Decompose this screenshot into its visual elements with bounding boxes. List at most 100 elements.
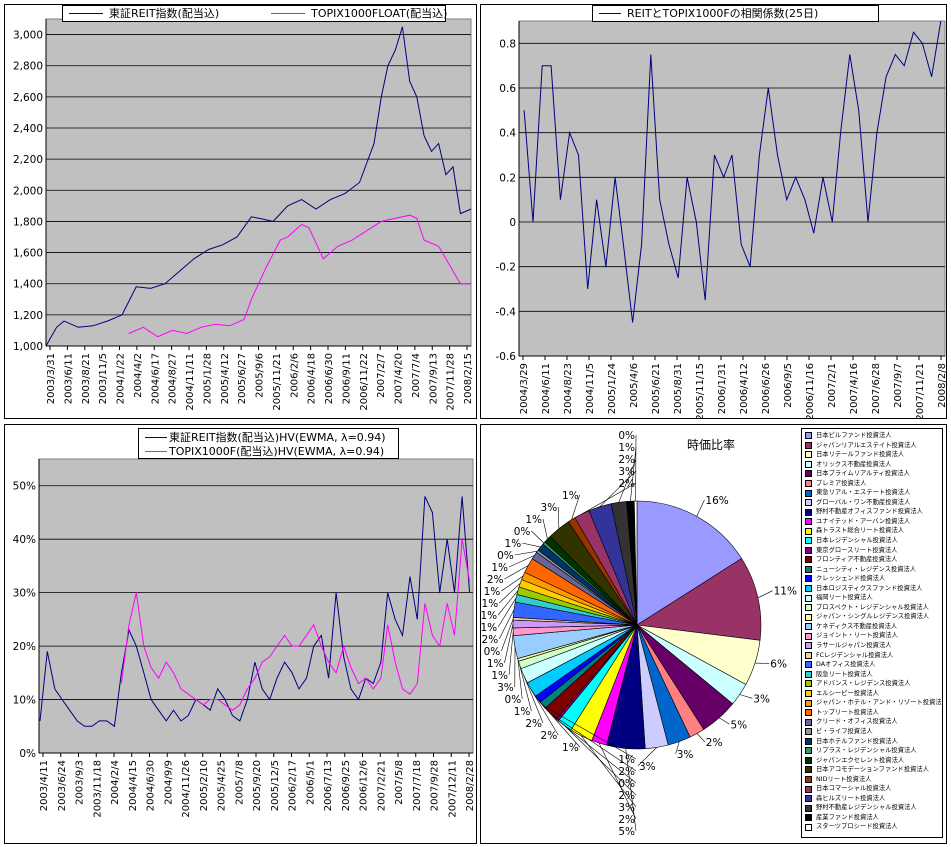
pie-value-label: 2% (618, 478, 635, 490)
legend-label: DAオフィス投資法人 (816, 661, 876, 669)
index-chart-legend: 東証REIT指数(配当込) TOPIX1000FLOAT(配当込) (62, 5, 447, 22)
legend-label: 福岡リート投資法人 (816, 594, 873, 602)
pie-legend-item: ジャパン・シングルレジデンス投資法人 (805, 612, 939, 622)
pie-value-label: 11% (774, 586, 797, 598)
pie-value-label: 2% (525, 718, 542, 730)
pie-value-label: 3% (497, 682, 514, 694)
x-tick-label: 2006/6/26 (761, 363, 772, 414)
pie-value-label: 16% (705, 495, 728, 507)
pie-legend-item: 森ヒルズリート投資法人 (805, 794, 939, 804)
y-tick-label: 1,600 (13, 248, 43, 260)
y-tick-label: 10% (13, 695, 36, 707)
legend-label: 日本リテールファンド投資法人 (816, 451, 905, 459)
pie-value-label: 1% (481, 610, 497, 622)
x-tick-label: 2003/9/3 (75, 760, 86, 805)
x-tick-label: 2007/7/18 (412, 760, 423, 811)
x-tick-label: 2005/8/31 (673, 363, 684, 414)
pie-legend-item: ラサールジャパン投資法人 (805, 641, 939, 651)
legend-label: NIDリート投資法人 (816, 775, 872, 783)
legend-label: ユナイテッド・アーバン投資法人 (816, 517, 911, 525)
pie-legend-item: ケネディクス不動産投資法人 (805, 622, 939, 632)
y-tick-label: 3,000 (13, 30, 43, 42)
pie-value-label: 2% (706, 737, 723, 749)
legend-item-topix-hv: TOPIX1000F(配当込)HV(EWMA, λ=0.94) (139, 444, 398, 458)
y-tick-label: 0% (19, 748, 36, 760)
x-tick-label: 2006/4/18 (307, 353, 318, 404)
pie-value-label: 0% (514, 526, 531, 538)
pie-leader-line (625, 748, 637, 832)
legend-label: 東証REIT指数(配当込)HV(EWMA, λ=0.94) (169, 431, 386, 444)
x-tick-label: 2006/9/11 (341, 353, 352, 404)
legend-label: エルシーピー投資法人 (816, 689, 879, 697)
legend-swatch (805, 575, 812, 583)
y-tick-label: 40% (13, 534, 36, 546)
x-tick-label: 2007/9/7 (893, 363, 904, 408)
x-tick-label: 2006/11/22 (359, 353, 370, 411)
pie-value-label: 0% (484, 646, 501, 658)
pie-leader-line (501, 618, 514, 652)
legend-swatch (805, 604, 812, 612)
legend-label: オリックス不動産投資法人 (816, 460, 892, 468)
pie-leader-line (542, 518, 548, 540)
x-tick-label: 2005/11/21 (272, 353, 283, 411)
x-tick-label: 2007/5/8 (394, 760, 405, 805)
x-tick-label: 2008/2/28 (465, 760, 476, 811)
pie-value-label: 3% (618, 802, 635, 814)
pie-legend-item: 森トラスト総合リート投資法人 (805, 526, 939, 536)
legend-item-reit: 東証REIT指数(配当込) (63, 6, 225, 20)
pie-legend-item: 日本コマーシャル投資法人 (805, 784, 939, 794)
legend-swatch (805, 594, 812, 602)
pie-leader-line (618, 458, 637, 503)
x-tick-label: 2008/2/15 (463, 353, 474, 404)
x-tick-label: 2003/4/11 (39, 760, 50, 811)
legend-label: ラサールジャパン投資法人 (816, 642, 892, 650)
pie-leader-line (598, 742, 637, 820)
x-tick-label: 2004/11/5 (585, 363, 596, 414)
x-tick-label: 2003/6/24 (57, 760, 68, 811)
pie-value-label: 3% (677, 749, 694, 761)
y-tick-label: 0.6 (499, 83, 516, 95)
x-tick-label: 2004/9/9 (163, 760, 174, 805)
legend-swatch (805, 699, 812, 707)
x-tick-label: 2006/1/31 (717, 363, 728, 414)
legend-swatch (805, 489, 812, 497)
x-tick-label: 2005/6/27 (237, 353, 248, 404)
pie-value-label: 1% (487, 658, 504, 670)
x-tick-label: 2005/2/10 (199, 760, 210, 811)
legend-swatch (805, 546, 812, 554)
pie-value-label: 5% (731, 719, 748, 731)
legend-label: ジャパン・ホテル・アンド・リゾート投資法人 (816, 699, 943, 707)
pie-leader-line (497, 590, 519, 616)
legend-swatch (805, 756, 812, 764)
x-tick-label: 2005/1/24 (607, 363, 618, 414)
x-tick-label: 2006/7/13 (323, 760, 334, 811)
y-tick-label: 0.2 (499, 172, 516, 184)
x-tick-label: 2007/7/4 (411, 353, 422, 398)
y-tick-label: 20% (13, 641, 36, 653)
pie-legend-item: クレッシェンド投資法人 (805, 574, 939, 584)
x-tick-label: 2003/11/18 (92, 760, 103, 818)
pie-leader-line (757, 590, 773, 599)
legend-label: 阪急リート投資法人 (816, 670, 873, 678)
pie-leader-line (675, 741, 680, 754)
legend-label: 東急リアル・エステート投資法人 (816, 489, 911, 497)
legend-swatch (805, 518, 812, 526)
pie-legend-item: フロンティア不動産投資法人 (805, 555, 939, 565)
pie-legend-item: オリックス不動産投資法人 (805, 460, 939, 470)
legend-swatch (805, 718, 812, 726)
pie-value-label: 6% (770, 658, 787, 670)
y-tick-label: 1,200 (13, 310, 43, 322)
correlation-chart: -0.6 -0.4 -0.2 0 0.2 0.4 0.6 0.8 2004/3/29 2004/6… (480, 4, 948, 421)
pie-leader-line (497, 598, 517, 628)
pie-leader-line (696, 733, 706, 743)
legend-label: 日本アコモデーションファンド投資法人 (816, 766, 930, 774)
legend-label: プレミア投資法人 (816, 479, 867, 487)
y-tick-label: 0 (509, 217, 516, 229)
pie-legend-item: クリード・オフィス投資法人 (805, 717, 939, 727)
legend-label: グローバル・ワン不動産投資法人 (816, 498, 911, 506)
pie-legend-item: ジャパン・ホテル・アンド・リゾート投資法人 (805, 698, 942, 708)
x-tick-label: 2006/12/6 (359, 760, 370, 811)
legend-swatch (805, 661, 812, 669)
y-tick-label: 2,200 (13, 154, 43, 166)
pie-legend-item: リプラス・レジデンシャル投資法人 (805, 746, 939, 756)
